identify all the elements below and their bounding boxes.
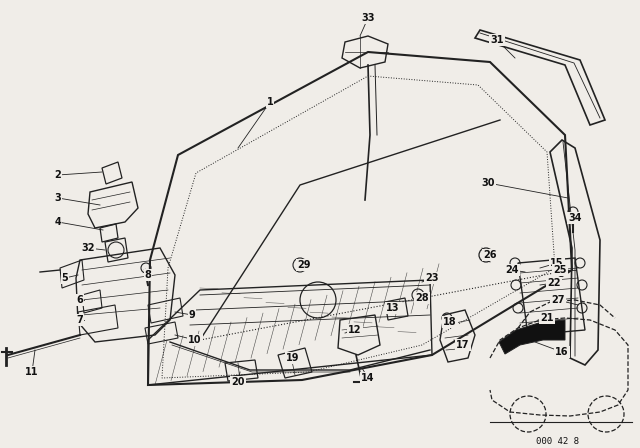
Text: 1: 1 <box>267 97 273 107</box>
Text: 13: 13 <box>387 303 400 313</box>
Text: 4: 4 <box>54 217 61 227</box>
Text: 12: 12 <box>348 325 362 335</box>
Text: 23: 23 <box>425 273 439 283</box>
Text: 15: 15 <box>550 258 564 268</box>
Text: 000 42 8: 000 42 8 <box>536 437 579 446</box>
Text: 21: 21 <box>540 313 554 323</box>
Text: 33: 33 <box>361 13 375 23</box>
Text: 17: 17 <box>456 340 470 350</box>
Text: 16: 16 <box>556 347 569 357</box>
Text: 8: 8 <box>145 270 152 280</box>
Text: 28: 28 <box>415 293 429 303</box>
Text: 27: 27 <box>551 295 564 305</box>
Text: 7: 7 <box>77 315 83 325</box>
Text: 9: 9 <box>189 310 195 320</box>
Text: 22: 22 <box>547 278 561 288</box>
Text: 5: 5 <box>61 273 68 283</box>
Text: 2: 2 <box>54 170 61 180</box>
Text: 18: 18 <box>443 317 457 327</box>
Text: 3: 3 <box>54 193 61 203</box>
Text: 11: 11 <box>25 367 39 377</box>
Text: 34: 34 <box>568 213 582 223</box>
Text: 24: 24 <box>505 265 519 275</box>
Text: 19: 19 <box>286 353 300 363</box>
Text: 10: 10 <box>188 335 202 345</box>
Text: 26: 26 <box>483 250 497 260</box>
Text: 29: 29 <box>297 260 311 270</box>
Text: 30: 30 <box>481 178 495 188</box>
Text: 25: 25 <box>553 265 567 275</box>
Text: 6: 6 <box>77 295 83 305</box>
Text: 32: 32 <box>81 243 95 253</box>
Polygon shape <box>499 320 565 354</box>
Text: 31: 31 <box>490 35 504 45</box>
Text: 20: 20 <box>231 377 244 387</box>
Text: 14: 14 <box>361 373 375 383</box>
